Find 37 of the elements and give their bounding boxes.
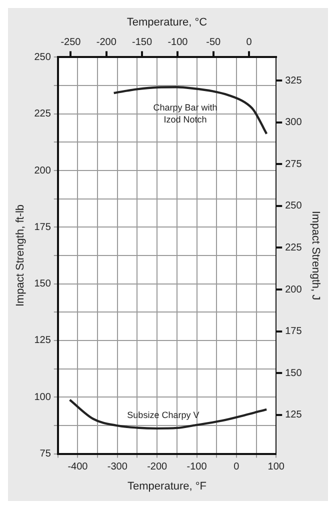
line-series	[68, 398, 268, 430]
y2-tick-label: 225	[285, 242, 302, 254]
x-tick-label: 100	[268, 462, 285, 473]
x2-tick-label: -250	[60, 36, 82, 48]
x2-tick-label: -200	[96, 36, 117, 48]
x2-tick-label: 0	[246, 36, 252, 48]
y-tick-label: 75	[40, 448, 52, 460]
y2-tick-label: 275	[285, 158, 302, 170]
y2-tick-label: 175	[285, 326, 302, 338]
x-tick-label: -300	[107, 462, 128, 473]
x-tick-label: 0	[234, 462, 240, 473]
y-tick-label: 250	[34, 52, 52, 63]
y-tick-label: 150	[34, 278, 52, 290]
x-tick-label: -100	[186, 462, 208, 473]
y2-axis-title: Impact Strength, J	[309, 210, 322, 300]
x-tick-label: -400	[68, 462, 88, 473]
y-axis-title: Impact Strength, ft-lb	[14, 204, 27, 307]
y-tick-label: 225	[34, 108, 52, 120]
x-axis-title: Temperature, °F	[128, 480, 207, 492]
y2-tick-label: 150	[285, 368, 302, 379]
y-tick-label: 200	[34, 165, 52, 176]
y2-tick-label: 250	[285, 200, 302, 212]
x2-tick-label: -50	[206, 36, 222, 48]
y2-tick-label: 300	[285, 117, 302, 128]
x2-tick-label: -150	[132, 36, 152, 48]
series-label: Subsize Charpy V	[127, 410, 200, 420]
line-series	[112, 86, 268, 135]
x2-axis-title: Temperature, °C	[126, 16, 208, 29]
x2-tick-label: -100	[168, 36, 188, 48]
x-tick-label: -200	[147, 462, 168, 473]
y-tick-label: 100	[34, 392, 52, 403]
y2-tick-label: 325	[285, 75, 302, 86]
y-tick-label: 125	[34, 335, 52, 346]
y2-tick-label: 200	[285, 284, 302, 296]
y-tick-label: 175	[34, 222, 52, 233]
y2-tick-label: 125	[285, 410, 302, 421]
series-label: Charpy Bar with Izod Notch	[153, 102, 218, 124]
